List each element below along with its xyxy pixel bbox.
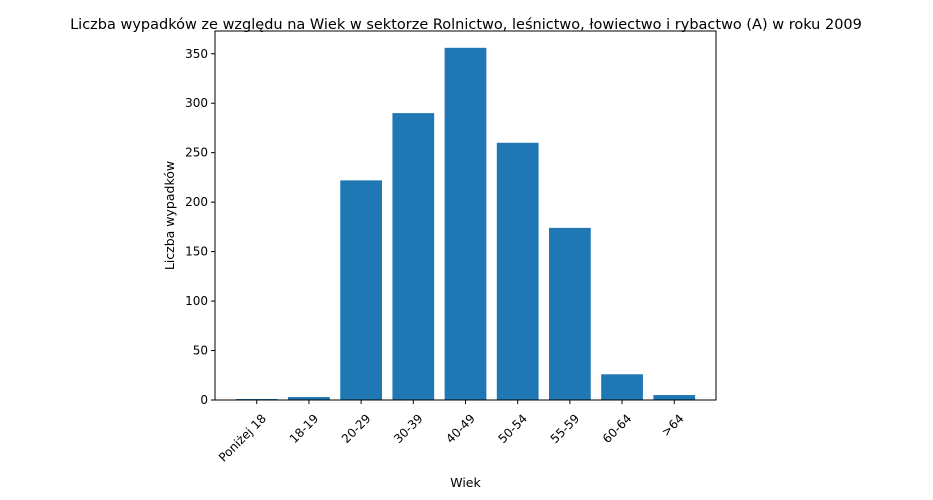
x-tick-label: 20-29 bbox=[339, 411, 374, 446]
plot-frame bbox=[214, 30, 717, 401]
y-tick-label: 50 bbox=[193, 344, 208, 358]
bars-group bbox=[235, 47, 696, 401]
bar-55-59 bbox=[549, 227, 591, 400]
chart-title: Liczba wypadków ze względu na Wiek w sek… bbox=[70, 17, 862, 33]
x-tick-label: >64 bbox=[659, 411, 687, 439]
x-tick-label: Poniżej 18 bbox=[216, 411, 269, 464]
x-tick-label: 18-19 bbox=[287, 411, 322, 446]
x-tick-label: 60-64 bbox=[600, 411, 635, 446]
y-tick-label: 200 bbox=[185, 195, 208, 209]
x-axis: Poniżej 18 18-19 20-29 30-39 40-49 50-54 55-59… bbox=[216, 400, 687, 465]
bar-20-29 bbox=[340, 180, 382, 400]
y-tick-label: 250 bbox=[185, 146, 208, 160]
bar-50-54 bbox=[496, 142, 539, 400]
y-tick-label: 150 bbox=[185, 245, 208, 259]
x-axis-label: Wiek bbox=[450, 475, 481, 490]
y-axis-label: Liczba wypadków bbox=[162, 161, 177, 270]
bar-30-39 bbox=[392, 113, 435, 400]
bar-60-64 bbox=[601, 374, 643, 400]
y-tick-label: 350 bbox=[185, 47, 208, 61]
x-tick-label: 50-54 bbox=[495, 411, 530, 446]
y-tick-label: 300 bbox=[185, 96, 208, 110]
x-tick-label: 55-59 bbox=[548, 411, 583, 446]
bar-40-49 bbox=[444, 47, 487, 401]
x-tick-label: 40-49 bbox=[443, 411, 478, 446]
y-tick-label: 100 bbox=[185, 294, 208, 308]
bar->64 bbox=[653, 395, 696, 400]
x-tick-label: 30-39 bbox=[391, 411, 426, 446]
bar-18-19 bbox=[288, 397, 330, 400]
y-tick-label: 0 bbox=[200, 393, 208, 407]
y-axis: 0 50 100 150 200 250 300 350 bbox=[185, 47, 215, 407]
